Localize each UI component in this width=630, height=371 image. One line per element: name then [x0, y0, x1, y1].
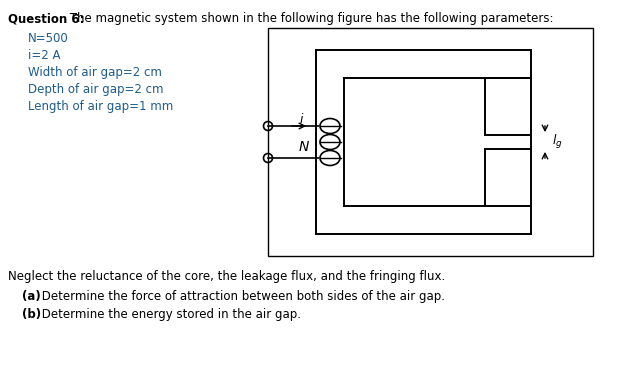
Text: Depth of air gap=2 cm: Depth of air gap=2 cm	[28, 83, 164, 96]
Text: Determine the force of attraction between both sides of the air gap.: Determine the force of attraction betwee…	[38, 290, 445, 303]
Ellipse shape	[320, 151, 340, 165]
Text: Neglect the reluctance of the core, the leakage flux, and the fringing flux.: Neglect the reluctance of the core, the …	[8, 270, 445, 283]
Text: $i$: $i$	[299, 112, 305, 126]
Text: N=500: N=500	[28, 32, 69, 45]
Ellipse shape	[319, 150, 341, 167]
Text: Length of air gap=1 mm: Length of air gap=1 mm	[28, 100, 173, 113]
Ellipse shape	[320, 118, 340, 134]
Text: Question 6:: Question 6:	[8, 12, 84, 25]
Text: Determine the energy stored in the air gap.: Determine the energy stored in the air g…	[38, 308, 301, 321]
Ellipse shape	[320, 135, 340, 150]
Ellipse shape	[319, 118, 341, 135]
Text: $N$: $N$	[298, 140, 310, 154]
Text: Width of air gap=2 cm: Width of air gap=2 cm	[28, 66, 162, 79]
Text: $l_g$: $l_g$	[552, 133, 563, 151]
Text: i=2 A: i=2 A	[28, 49, 60, 62]
Bar	[268, 28, 593, 256]
Text: The magnetic system shown in the following figure has the following parameters:: The magnetic system shown in the followi…	[66, 12, 554, 25]
Ellipse shape	[319, 134, 341, 151]
Text: (b): (b)	[22, 308, 41, 321]
Text: (a): (a)	[22, 290, 41, 303]
